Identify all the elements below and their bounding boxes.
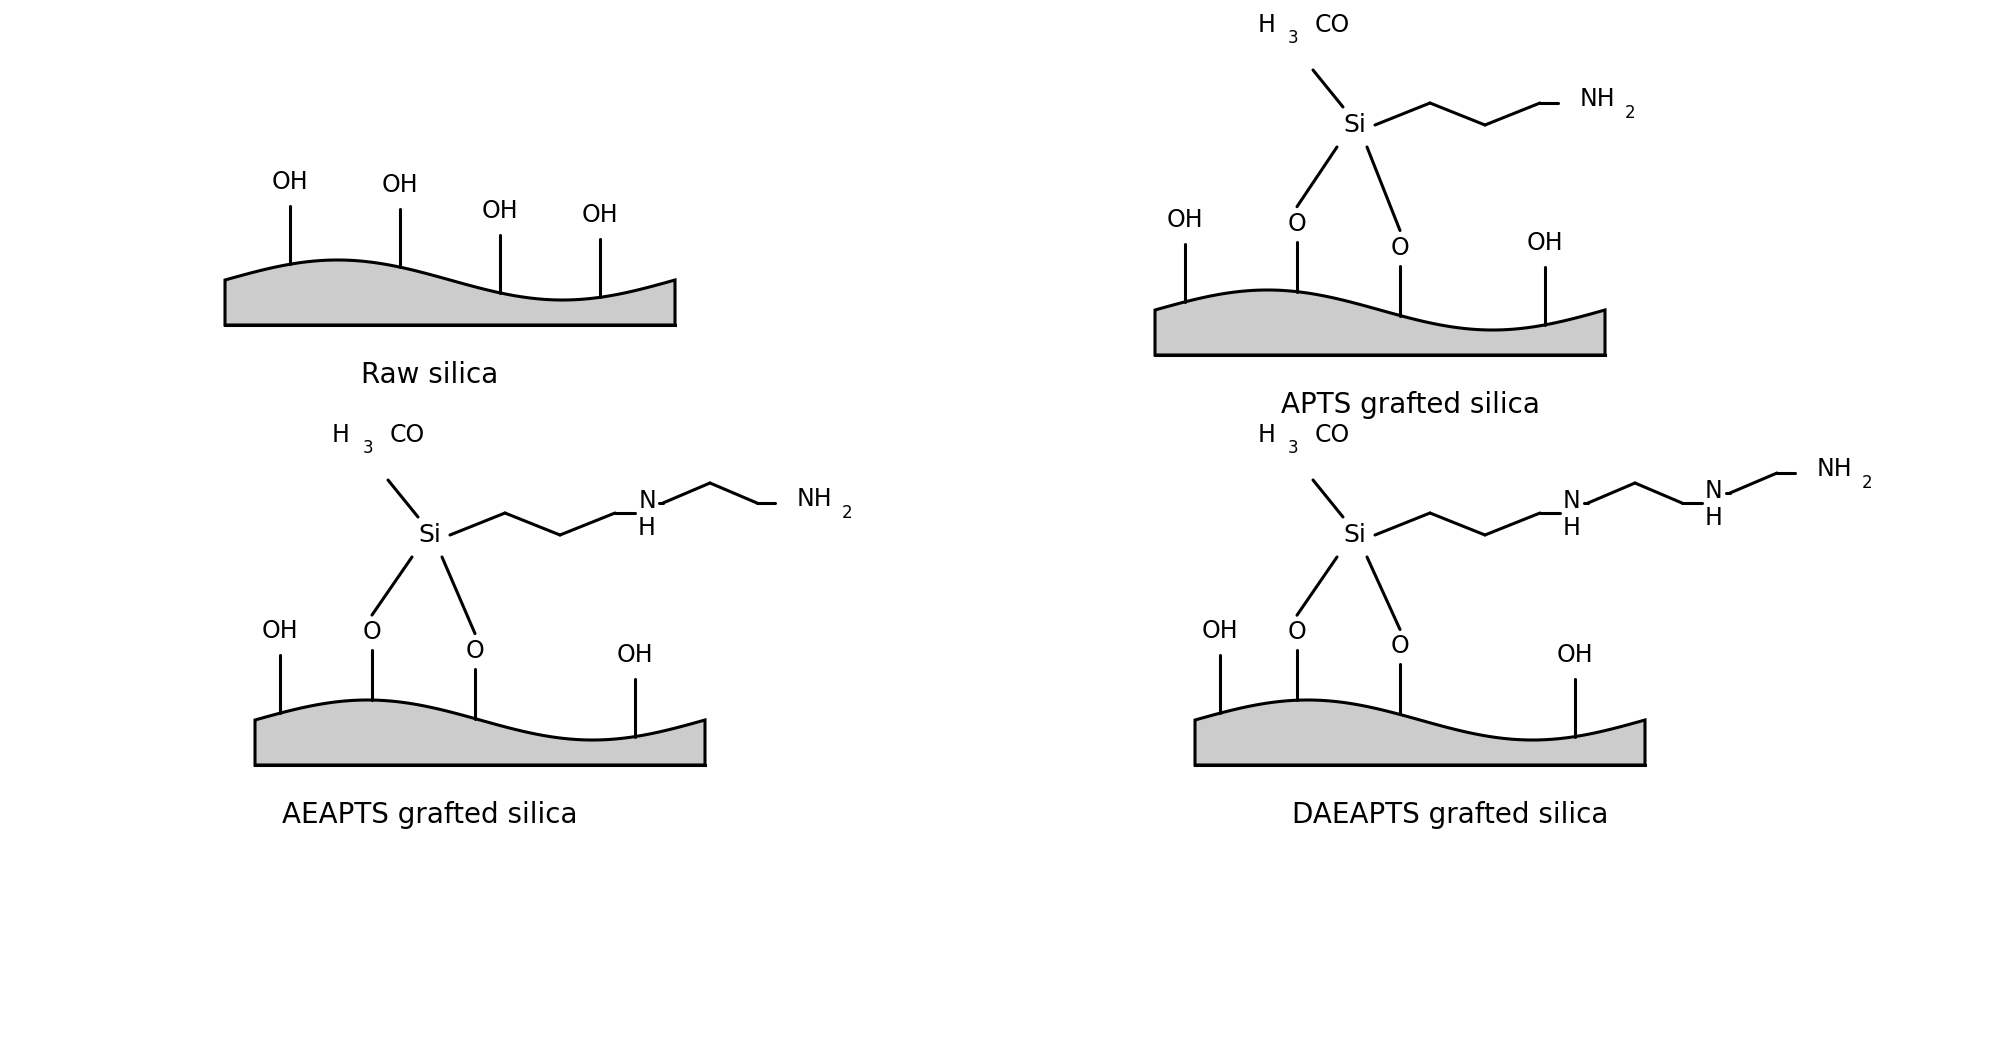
Text: OH: OH [1556, 643, 1594, 667]
Text: 2: 2 [842, 504, 852, 522]
Text: OH: OH [616, 643, 654, 667]
Text: O: O [1390, 634, 1410, 658]
Text: NH: NH [1580, 87, 1616, 111]
Text: OH: OH [582, 204, 618, 228]
Text: H: H [1258, 423, 1276, 447]
Text: O: O [362, 620, 382, 644]
Text: N: N [1706, 479, 1722, 503]
Text: OH: OH [1526, 231, 1564, 255]
Text: 2: 2 [1862, 474, 1872, 492]
Text: OH: OH [272, 171, 308, 194]
Text: APTS grafted silica: APTS grafted silica [1280, 391, 1540, 419]
Text: OH: OH [1202, 619, 1238, 643]
Text: 3: 3 [1288, 29, 1298, 47]
Text: NH: NH [1816, 457, 1852, 482]
Text: H: H [1258, 12, 1276, 37]
Polygon shape [1196, 700, 1644, 765]
Text: CO: CO [390, 423, 426, 447]
Text: Raw silica: Raw silica [362, 361, 498, 389]
Text: N: N [638, 489, 656, 513]
Text: 3: 3 [1288, 439, 1298, 457]
Text: 2: 2 [1624, 104, 1636, 122]
Text: OH: OH [382, 173, 418, 198]
Text: OH: OH [262, 619, 298, 643]
Text: O: O [466, 639, 484, 662]
Text: H: H [1706, 506, 1722, 530]
Text: Si: Si [418, 523, 442, 547]
Text: Si: Si [1344, 523, 1366, 547]
Text: CO: CO [1316, 423, 1350, 447]
Polygon shape [256, 700, 704, 765]
Text: OH: OH [482, 199, 518, 223]
Text: O: O [1288, 620, 1306, 644]
Text: OH: OH [1166, 208, 1204, 232]
Text: H: H [638, 516, 656, 540]
Text: NH: NH [796, 487, 832, 511]
Polygon shape [1156, 290, 1604, 355]
Text: AEAPTS grafted silica: AEAPTS grafted silica [282, 801, 578, 829]
Text: N: N [1564, 489, 1580, 513]
Text: H: H [332, 423, 350, 447]
Text: H: H [1564, 516, 1580, 540]
Text: O: O [1390, 235, 1410, 260]
Text: O: O [1288, 212, 1306, 236]
Text: DAEAPTS grafted silica: DAEAPTS grafted silica [1292, 801, 1608, 829]
Text: Si: Si [1344, 113, 1366, 137]
Text: 3: 3 [364, 439, 374, 457]
Polygon shape [224, 260, 676, 326]
Text: CO: CO [1316, 12, 1350, 37]
